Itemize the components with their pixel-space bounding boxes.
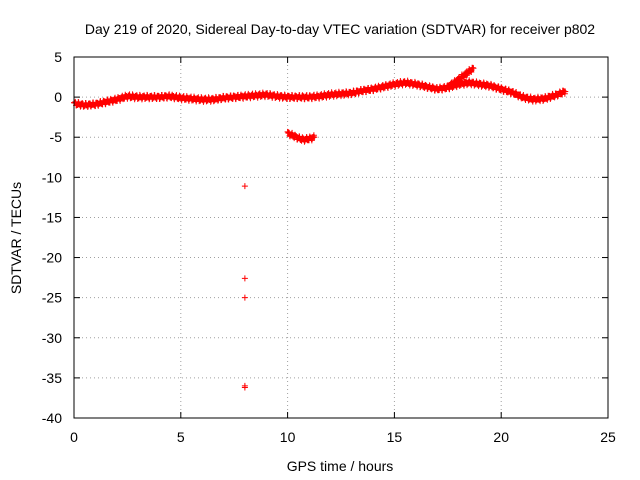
data-point: [311, 134, 318, 141]
y-tick-label: -25: [42, 290, 62, 306]
x-tick-label: 5: [177, 429, 185, 445]
outlier-point: [241, 384, 248, 391]
series-outliers: [241, 183, 248, 391]
y-tick-label: -15: [42, 209, 62, 225]
x-axis-label: GPS time / hours: [287, 458, 394, 474]
x-tick-label: 15: [387, 429, 403, 445]
x-tick-label: 0: [70, 429, 78, 445]
outlier-point: [241, 183, 248, 190]
data-points: [71, 64, 569, 391]
y-tick-label: -5: [50, 129, 63, 145]
outlier-point: [241, 294, 248, 301]
y-tick-label: -30: [42, 330, 62, 346]
x-tick-label: 25: [600, 429, 616, 445]
series-spike: [444, 64, 477, 91]
y-tick-label: -35: [42, 370, 62, 386]
series-dip-segment: [284, 128, 318, 145]
outlier-point: [241, 275, 248, 282]
tick-labels: 0 5 10 15 20 25 5 0 -5 -10 -15 -20 -25 -30 -35 -40: [42, 49, 616, 445]
y-tick-label: -20: [42, 250, 62, 266]
y-tick-label: 0: [54, 89, 62, 105]
y-axis-label: SDTVAR / TECUs: [8, 182, 24, 294]
data-point: [562, 88, 569, 95]
x-tick-label: 10: [280, 429, 296, 445]
y-tick-label: 5: [54, 49, 62, 65]
data-point: [470, 65, 477, 72]
y-tick-label: -10: [42, 169, 62, 185]
y-tick-label: -40: [42, 410, 62, 426]
x-tick-label: 20: [493, 429, 509, 445]
axis-ticks: [73, 56, 609, 419]
chart-title: Day 219 of 2020, Sidereal Day-to-day VTE…: [85, 21, 595, 37]
plot-frame: [73, 56, 609, 419]
